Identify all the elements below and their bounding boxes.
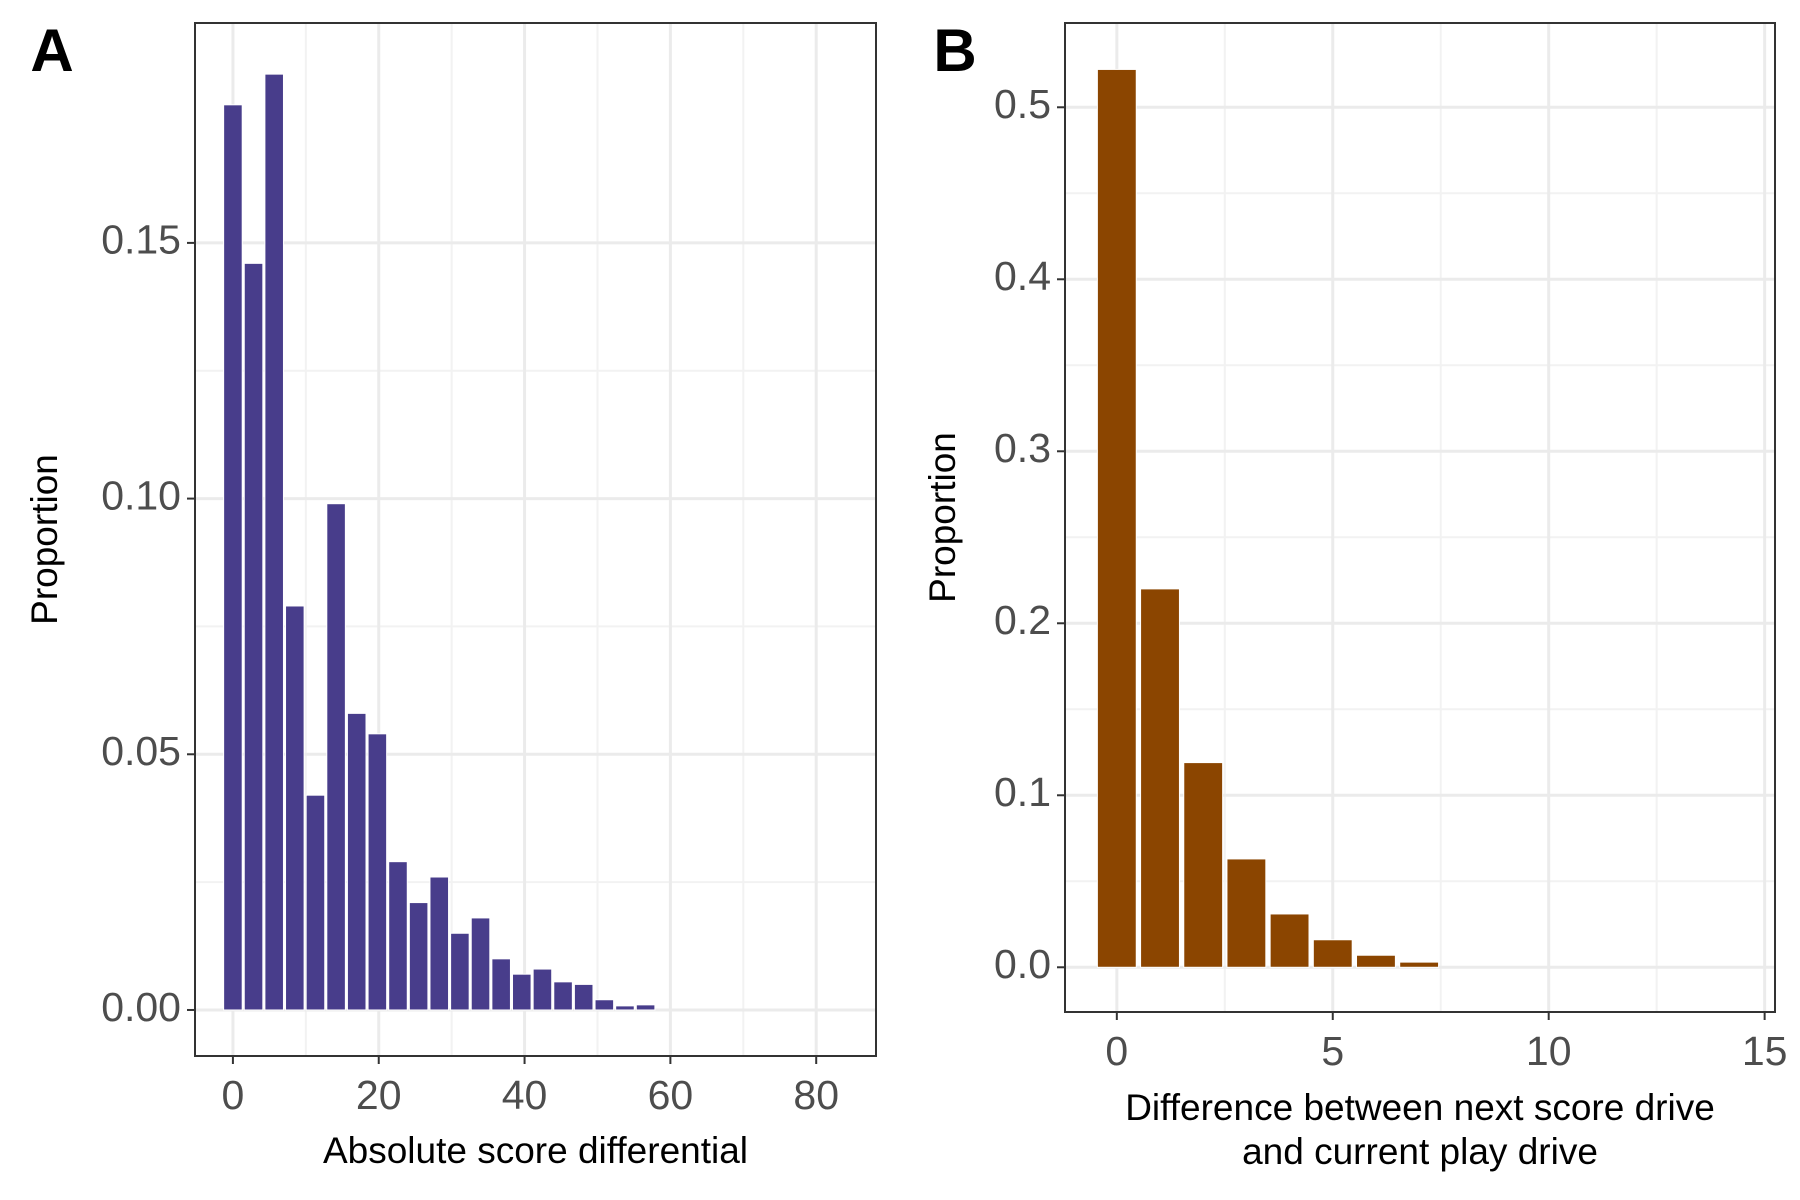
y-tick-label: 0.10 — [101, 472, 181, 518]
bar — [388, 861, 408, 1011]
bar — [615, 1005, 635, 1011]
bar — [635, 1004, 656, 1011]
y-axis-title: Proportion — [24, 454, 65, 625]
y-tick-label: 0.5 — [994, 81, 1051, 127]
y-tick-label: 0.4 — [994, 253, 1051, 299]
bar — [429, 876, 450, 1011]
bar — [1269, 913, 1310, 968]
x-tick-label: 0 — [222, 1072, 245, 1118]
plot-border — [1064, 22, 1776, 1013]
x-tick-label: 60 — [648, 1072, 694, 1118]
bar — [512, 973, 532, 1011]
panel-label: A — [30, 17, 73, 84]
bar — [408, 902, 429, 1011]
x-tick-label: 10 — [1526, 1028, 1572, 1074]
bar — [305, 794, 326, 1011]
bar — [367, 733, 388, 1011]
bar — [1399, 961, 1440, 968]
x-tick-label: 80 — [793, 1072, 839, 1118]
y-tick-label: 0.1 — [994, 769, 1051, 815]
bar — [1356, 954, 1396, 968]
bar — [326, 503, 346, 1011]
plot-border — [194, 22, 877, 1057]
x-tick-label: 0 — [1105, 1028, 1128, 1074]
y-axis-title: Proportion — [922, 432, 963, 603]
y-tick-label: 0.2 — [994, 597, 1051, 643]
bar — [1140, 588, 1180, 968]
bar — [470, 917, 491, 1011]
bar — [594, 999, 615, 1011]
bar — [243, 262, 264, 1011]
y-tick-label: 0.05 — [101, 728, 181, 774]
bar — [1312, 939, 1353, 968]
panel-label: B — [933, 17, 976, 84]
bar — [1226, 858, 1267, 968]
bar — [346, 712, 367, 1011]
bar — [1096, 68, 1137, 968]
bar — [573, 983, 594, 1011]
y-tick-label: 0.0 — [994, 941, 1051, 987]
y-tick-label: 0.3 — [994, 425, 1051, 471]
x-tick-label: 20 — [356, 1072, 402, 1118]
y-tick-label: 0.15 — [101, 217, 181, 263]
bar — [1183, 762, 1224, 968]
bar — [264, 73, 284, 1011]
x-tick-label: 15 — [1742, 1028, 1788, 1074]
bar — [532, 968, 553, 1011]
x-axis-title: and current play drive — [1242, 1131, 1598, 1172]
x-tick-label: 5 — [1321, 1028, 1344, 1074]
x-axis-title: Difference between next score drive — [1125, 1087, 1715, 1128]
bar — [285, 605, 305, 1011]
bar — [553, 981, 573, 1011]
y-tick-label: 0.00 — [101, 984, 181, 1030]
bar — [450, 932, 470, 1011]
bar — [491, 958, 511, 1011]
x-axis-title: Absolute score differential — [323, 1130, 748, 1171]
bar — [223, 104, 243, 1011]
x-tick-label: 40 — [502, 1072, 548, 1118]
